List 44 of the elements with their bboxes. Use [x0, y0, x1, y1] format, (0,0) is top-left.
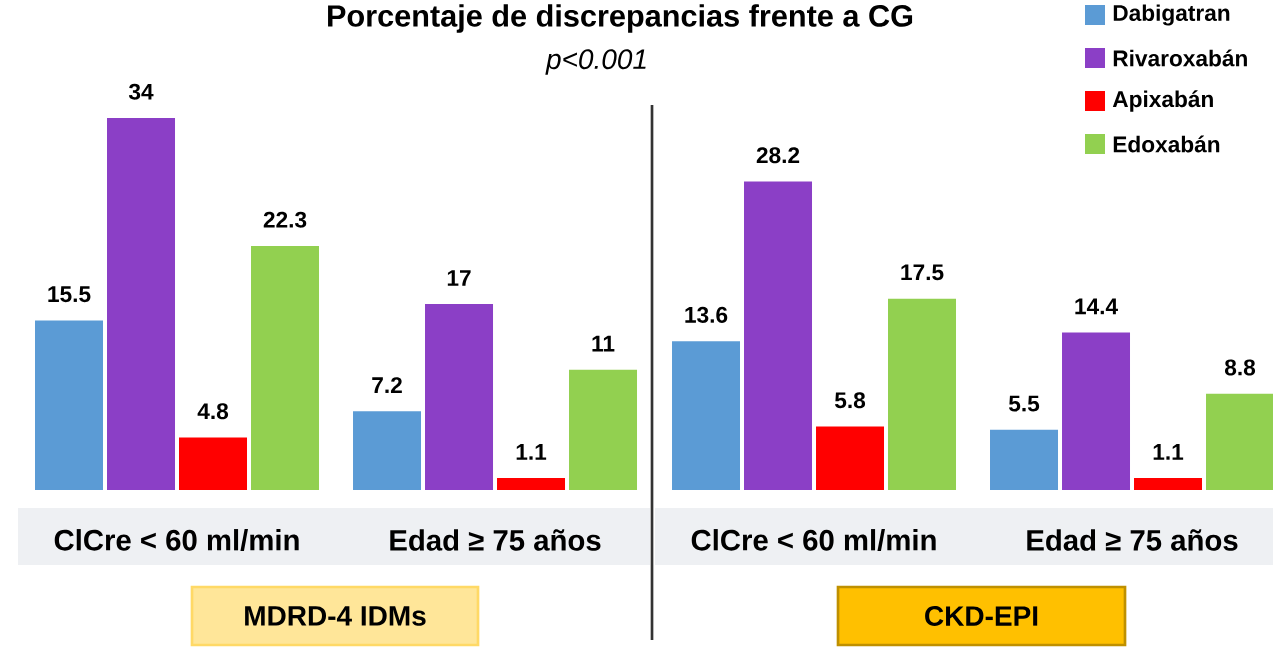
- data-label: 11: [592, 335, 615, 352]
- data-label: 13.6: [685, 306, 728, 323]
- bar: [179, 437, 248, 490]
- data-label: 14.4: [1075, 298, 1118, 315]
- bar: [672, 341, 741, 490]
- data-label: 28.2: [756, 147, 800, 164]
- data-label: 7.2: [372, 377, 402, 393]
- data-label: 1.1: [1153, 444, 1184, 460]
- data-label: 5.5: [1008, 395, 1040, 412]
- bar: [251, 246, 320, 490]
- data-label: 8.8: [1224, 359, 1256, 376]
- data-label: 22.3: [263, 211, 307, 228]
- bar: [1062, 332, 1131, 490]
- bar: [569, 369, 638, 490]
- data-label: 4.8: [197, 403, 229, 420]
- bar: [990, 429, 1059, 490]
- data-label: 17.5: [901, 264, 944, 281]
- data-label: 17: [447, 270, 471, 286]
- bar: [353, 411, 422, 490]
- chart-subtitle: p<0.001: [545, 49, 646, 75]
- bar: [1134, 477, 1203, 490]
- bar: [425, 304, 494, 490]
- bar: [35, 320, 104, 490]
- bar: [744, 181, 813, 490]
- x-tick-label: Edad ≥ 75 años: [1027, 529, 1238, 551]
- x-tick-label: ClCre < 60 ml/min: [54, 529, 299, 551]
- data-label: 34: [128, 83, 154, 100]
- bar: [888, 298, 957, 490]
- bar: [107, 118, 176, 490]
- legend-label: Edoxabán: [1113, 135, 1220, 153]
- bar: [1206, 393, 1273, 490]
- x-axis-title: MDRD-4 IDMs: [245, 606, 426, 626]
- bar: [497, 477, 566, 490]
- x-tick-label: ClCre < 60 ml/min: [691, 529, 936, 551]
- x-tick-label: Edad ≥ 75 años: [390, 529, 601, 551]
- x-axis-title: CKD-EPI: [925, 606, 1038, 626]
- legend-label: Apixabán: [1112, 90, 1213, 112]
- bar: [816, 426, 885, 490]
- legend-label: Rivaroxabán: [1113, 49, 1247, 67]
- data-label: 1.1: [516, 444, 547, 460]
- data-label: 15.5: [48, 286, 91, 303]
- chart-title: Porcentaje de discrepancias frente a CG: [328, 4, 913, 33]
- legend-label: Dabigatran: [1113, 4, 1230, 26]
- data-label: 5.8: [834, 392, 866, 409]
